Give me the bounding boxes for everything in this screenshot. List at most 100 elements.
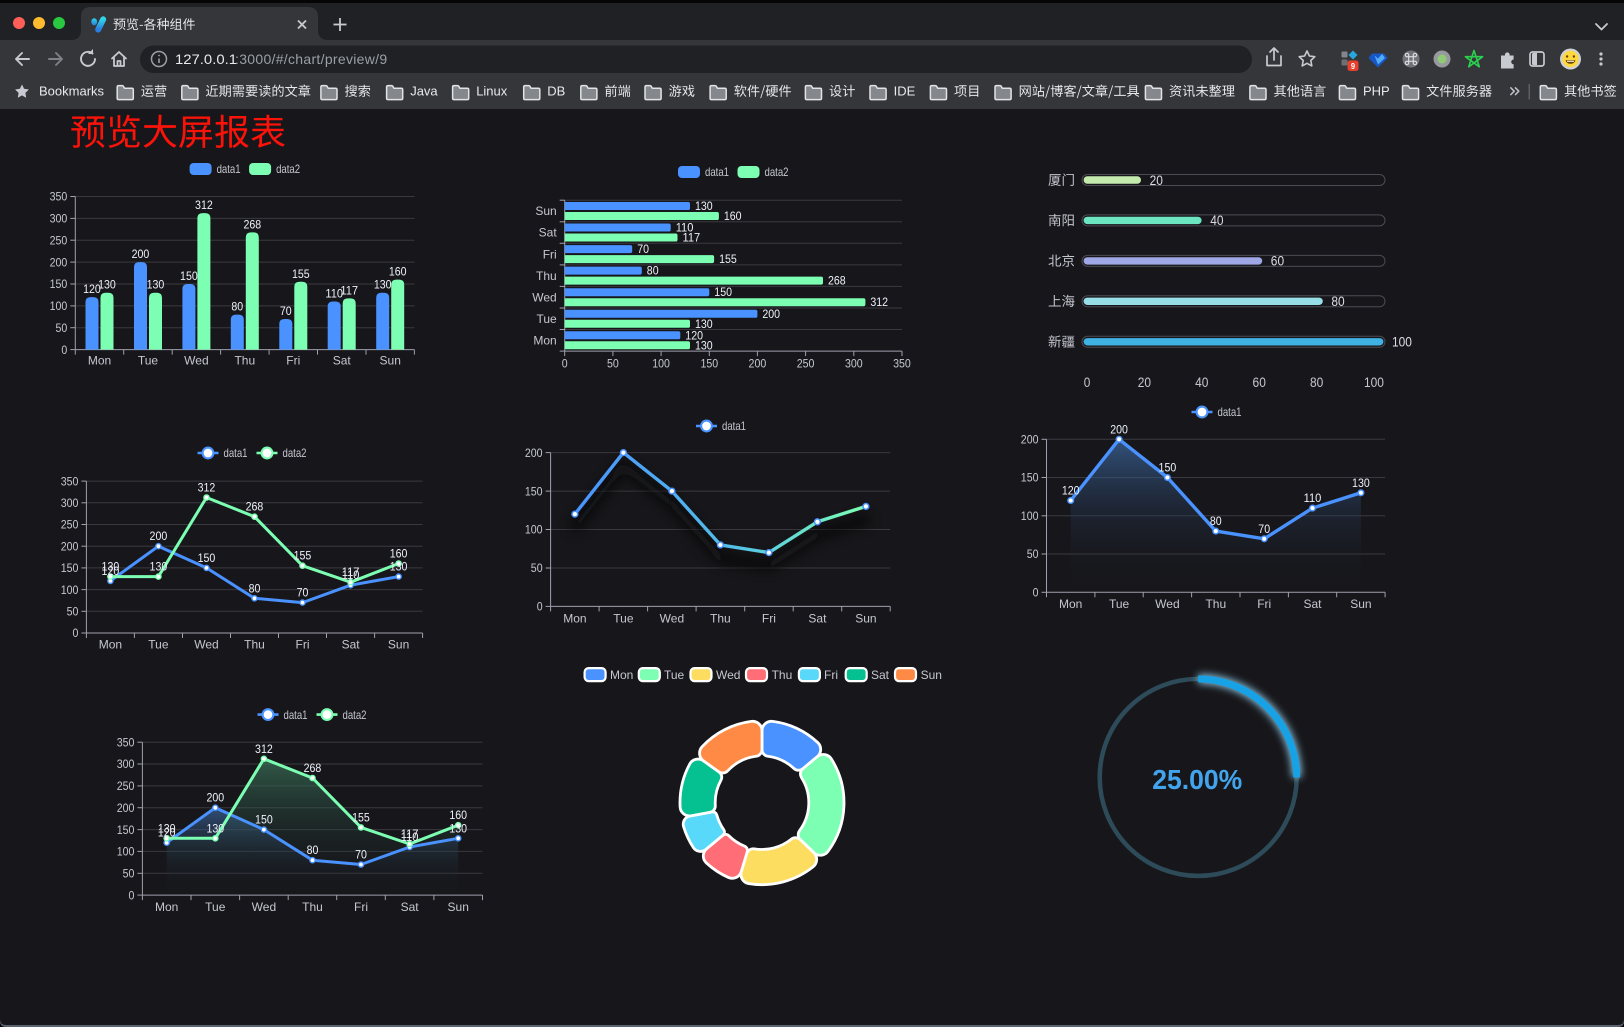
svg-text:Tue: Tue (1109, 597, 1130, 611)
svg-text:130: 130 (98, 278, 116, 292)
svg-text:Thu: Thu (710, 611, 731, 625)
svg-text:Bookmarks: Bookmarks (39, 84, 105, 99)
svg-text:200: 200 (762, 307, 780, 321)
svg-text:100: 100 (50, 299, 68, 313)
svg-text:130: 130 (1352, 476, 1370, 490)
svg-text:350: 350 (61, 474, 79, 488)
svg-text:130: 130 (158, 821, 176, 835)
svg-text:Sun: Sun (380, 353, 401, 367)
svg-text:Sat: Sat (1303, 597, 1322, 611)
svg-text:150: 150 (180, 269, 198, 283)
svg-text:50: 50 (531, 561, 543, 575)
svg-text:25.00%: 25.00% (1152, 764, 1242, 795)
svg-text:data1: data1 (217, 162, 241, 176)
svg-text:117: 117 (401, 827, 419, 841)
svg-text:150: 150 (525, 484, 543, 498)
svg-text:312: 312 (195, 198, 213, 212)
svg-text:100: 100 (1364, 375, 1384, 390)
svg-text:PHP: PHP (1363, 84, 1390, 99)
svg-text:160: 160 (449, 808, 467, 822)
svg-text:Wed: Wed (1155, 597, 1179, 611)
svg-text:Mon: Mon (610, 668, 633, 682)
svg-text:Fri: Fri (1257, 597, 1271, 611)
svg-text:312: 312 (870, 295, 888, 309)
svg-text:80: 80 (1310, 375, 1323, 390)
svg-text:150: 150 (1159, 461, 1177, 475)
svg-text:130: 130 (102, 560, 120, 574)
svg-text:70: 70 (355, 848, 367, 862)
svg-text:Sun: Sun (448, 900, 469, 914)
svg-text:110: 110 (676, 221, 694, 235)
svg-text:150: 150 (700, 356, 718, 370)
svg-text:200: 200 (1110, 422, 1128, 436)
svg-text:250: 250 (61, 518, 79, 532)
svg-text:Mon: Mon (88, 353, 111, 367)
svg-text:268: 268 (246, 500, 264, 514)
svg-text:data2: data2 (283, 446, 307, 460)
svg-text:20: 20 (1138, 375, 1151, 390)
svg-text:80: 80 (231, 300, 243, 314)
svg-text:150: 150 (1021, 471, 1039, 485)
svg-text:40: 40 (1210, 213, 1223, 228)
svg-text:50: 50 (607, 356, 619, 370)
svg-text:110: 110 (1304, 491, 1322, 505)
svg-text:Mon: Mon (155, 900, 178, 914)
svg-text:100: 100 (61, 583, 79, 597)
svg-text:Wed: Wed (252, 900, 276, 914)
svg-text:300: 300 (50, 212, 68, 226)
svg-text:Thu: Thu (302, 900, 323, 914)
svg-text:0: 0 (129, 888, 135, 902)
svg-text:70: 70 (280, 304, 292, 318)
svg-text:Thu: Thu (772, 668, 793, 682)
svg-text:Fri: Fri (824, 668, 838, 682)
svg-text:200: 200 (749, 356, 767, 370)
svg-text:80: 80 (307, 843, 319, 857)
svg-text:250: 250 (797, 356, 815, 370)
svg-text:200: 200 (132, 247, 150, 261)
svg-text:Sun: Sun (855, 611, 876, 625)
svg-text:130: 130 (695, 199, 713, 213)
svg-text:50: 50 (1027, 547, 1039, 561)
svg-text:200: 200 (61, 539, 79, 553)
svg-text:Wed: Wed (194, 638, 218, 652)
svg-text:Fri: Fri (286, 353, 300, 367)
svg-text:100: 100 (652, 356, 670, 370)
svg-text:0: 0 (537, 600, 543, 614)
svg-text:Wed: Wed (532, 290, 556, 304)
svg-text:0: 0 (1033, 586, 1039, 600)
svg-text:data1: data1 (1218, 405, 1242, 419)
svg-text:50: 50 (56, 321, 68, 335)
svg-text:350: 350 (50, 190, 68, 204)
svg-text:100: 100 (117, 845, 135, 859)
svg-text:Wed: Wed (184, 353, 208, 367)
svg-text:350: 350 (893, 356, 911, 370)
svg-text:160: 160 (389, 265, 407, 279)
svg-text:60: 60 (1271, 254, 1284, 269)
svg-text:250: 250 (117, 779, 135, 793)
svg-text:155: 155 (292, 267, 310, 281)
svg-text:100: 100 (525, 523, 543, 537)
svg-text:200: 200 (206, 791, 224, 805)
svg-text:Sat: Sat (342, 638, 361, 652)
svg-text:120: 120 (1062, 484, 1080, 498)
svg-text:Sat: Sat (401, 900, 420, 914)
svg-text:Mon: Mon (99, 638, 122, 652)
svg-text:155: 155 (294, 549, 312, 563)
svg-text:130: 130 (374, 278, 392, 292)
svg-text:120: 120 (158, 826, 176, 840)
svg-text:100: 100 (1392, 335, 1412, 350)
svg-text:120: 120 (102, 564, 120, 578)
svg-text:Tue: Tue (613, 611, 634, 625)
svg-text:110: 110 (325, 287, 343, 301)
svg-text:80: 80 (1331, 294, 1344, 309)
svg-text:117: 117 (340, 283, 358, 297)
svg-text:130: 130 (695, 317, 713, 331)
svg-text:160: 160 (390, 547, 408, 561)
svg-text:Sat: Sat (539, 226, 558, 240)
svg-text:40: 40 (1195, 375, 1208, 390)
svg-text:200: 200 (525, 446, 543, 460)
svg-text:Thu: Thu (244, 638, 265, 652)
svg-text:80: 80 (249, 581, 261, 595)
svg-text:110: 110 (342, 568, 360, 582)
svg-text:300: 300 (845, 356, 863, 370)
